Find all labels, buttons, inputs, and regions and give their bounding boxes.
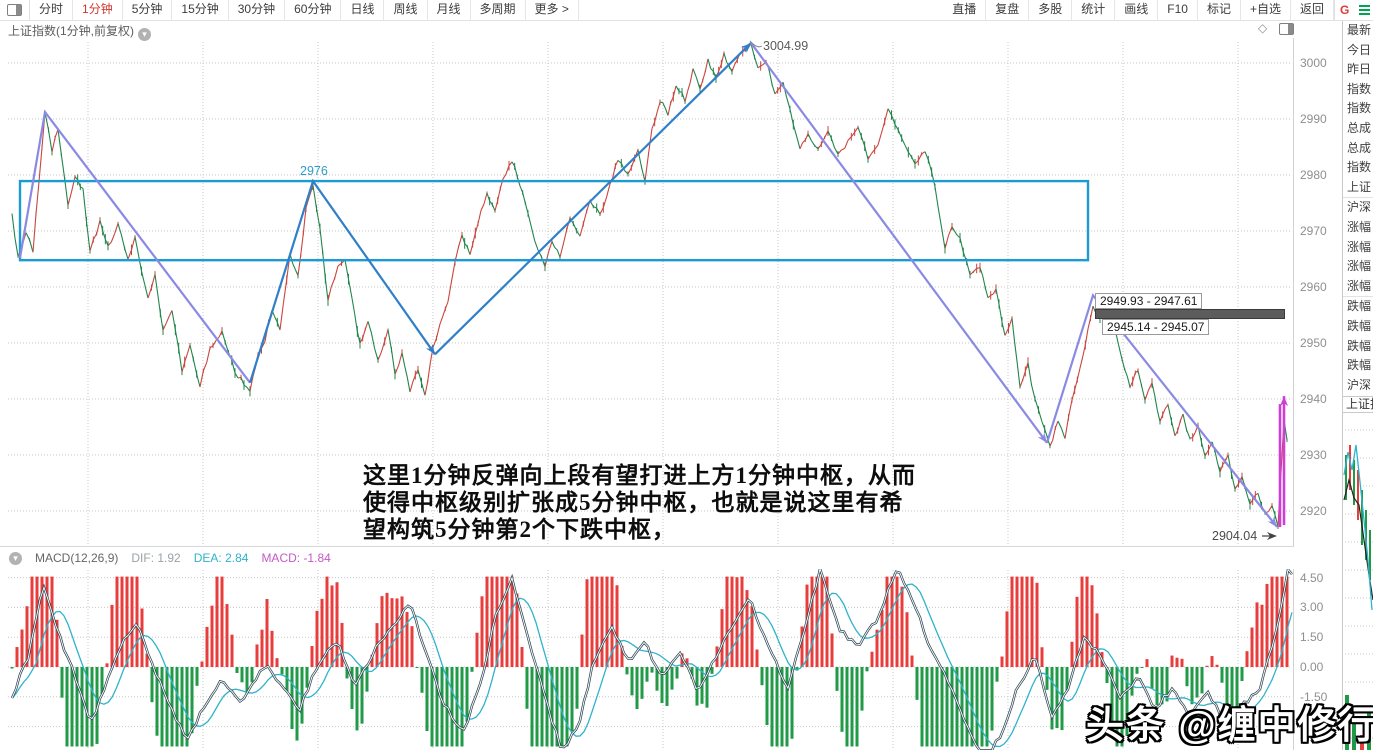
timeframe-tab[interactable]: 5分钟 [123, 0, 173, 20]
svg-text:3004.99: 3004.99 [763, 39, 808, 53]
top-toolbar: 分时 1分钟 5分钟 15分钟 30分钟 60分钟 日线 周线 月线 多周期 更多 > 直播 复盘 多股… [0, 0, 1373, 21]
axis-tick-label: 3.00 [1300, 600, 1324, 615]
timeframe-tab[interactable]: 周线 [384, 0, 428, 20]
chart-subheader: 上证指数(1分钟,前复权) [0, 20, 1342, 41]
axis-tick-label: 2980 [1300, 168, 1327, 182]
diamond-tool-icon[interactable] [1258, 21, 1267, 35]
toolbar-corner: G [1334, 0, 1373, 20]
mini-chart-header[interactable]: 上证指 [1343, 396, 1373, 413]
axis-tick-label: 2920 [1300, 504, 1327, 518]
sidebar-row[interactable]: 涨幅 [1347, 259, 1372, 274]
timeframe-tab[interactable]: 分时 [30, 0, 74, 20]
chevron-down-icon[interactable] [138, 28, 152, 41]
sidebar-row[interactable]: 指数 [1347, 81, 1372, 96]
sidebar-row[interactable]: 总成 [1347, 120, 1372, 135]
sidebar-row[interactable]: 上证 [1343, 178, 1373, 199]
chart-title: 上证指数(1分钟,前复权) [8, 22, 152, 41]
annotation-line: 这里1分钟反弹向上段有望打进上方1分钟中枢，从而 [363, 463, 916, 488]
sidebar-row[interactable]: 指数 [1347, 101, 1372, 116]
axis-tick-label: 2930 [1300, 448, 1327, 462]
macd-value-label: MACD: -1.84 [261, 551, 331, 565]
sidebar-row[interactable]: 沪深 [1347, 377, 1372, 392]
timeframe-tabs: 分时 1分钟 5分钟 15分钟 30分钟 60分钟 日线 周线 月线 多周期 更多 > [30, 0, 579, 20]
timeframe-tab[interactable]: 60分钟 [285, 0, 342, 20]
price-tag-lower: 2945.14 - 2945.07 [1102, 319, 1210, 335]
sidebar-row[interactable]: 最新 [1347, 23, 1372, 37]
quote-sidebar: 最新 今日 昨日 指数 指数 总成 总成 指数 上证 沪深 涨幅 涨幅 涨幅 涨幅 跌幅 跌幅 跌幅 跌幅 沪深 [1343, 21, 1373, 396]
sidebar-row[interactable]: 跌幅 [1347, 299, 1372, 314]
sidebar-row[interactable]: 总成 [1347, 140, 1372, 155]
axis-tick-label: 2940 [1300, 392, 1327, 406]
pane-divider [0, 546, 1293, 547]
axis-tick-label: 0.00 [1300, 660, 1324, 674]
price-tag-upper: 2949.93 - 2947.61 [1095, 293, 1203, 309]
annotation-line: 望构筑5分钟第2个下跌中枢， [363, 517, 676, 542]
panel-toggle-icon[interactable] [1279, 23, 1294, 35]
annotation-line: 使得中枢级别扩张成5分钟中枢，也就是说这里有希 [363, 490, 904, 515]
timeframe-tab[interactable]: 日线 [341, 0, 385, 20]
sidebar-row[interactable]: 涨幅 [1347, 219, 1372, 234]
toolbar-actions: 直播 复盘 多股 统计 画线 F10 标记 +自选 返回 [943, 0, 1334, 20]
timeframe-tab[interactable]: 月线 [428, 0, 471, 20]
watermark: 头条 @缠中修行 [1086, 705, 1373, 747]
toolbar-action-返回[interactable]: 返回 [1291, 0, 1334, 20]
menu-icon[interactable] [1359, 5, 1370, 15]
sidebar-border [1342, 20, 1343, 750]
timeframe-tab[interactable]: 多周期 [471, 0, 526, 20]
price-tag-bar [1095, 309, 1285, 319]
axis-tick-label: 3000 [1300, 56, 1327, 70]
layout-panel-button[interactable] [0, 0, 30, 20]
sidebar-row[interactable]: 跌幅 [1347, 338, 1372, 353]
toolbar-action-复盘[interactable]: 复盘 [986, 0, 1030, 20]
axis-tick-label: 2970 [1300, 224, 1327, 238]
chart-title-text: 上证指数(1分钟,前复权) [8, 24, 135, 38]
svg-text:2904.04: 2904.04 [1212, 529, 1257, 543]
analysis-annotation: 这里1分钟反弹向上段有望打进上方1分钟中枢，从而 使得中枢级别扩张成5分钟中枢，… [363, 462, 916, 543]
sidebar-row[interactable]: 涨幅 [1347, 239, 1372, 254]
toolbar-action-F10[interactable]: F10 [1158, 0, 1198, 20]
svg-text:2976: 2976 [300, 164, 328, 178]
axis-tick-label: 2950 [1300, 336, 1327, 350]
g-badge[interactable]: G [1340, 3, 1350, 17]
price-axis-border [1293, 38, 1294, 750]
toolbar-action-多股[interactable]: 多股 [1029, 0, 1073, 20]
axis-tick-label: 2960 [1300, 280, 1327, 294]
toolbar-action-画线[interactable]: 画线 [1115, 0, 1159, 20]
macd-params-label: MACD(12,26,9) [35, 551, 119, 565]
dif-value-label: DIF: 1.92 [131, 551, 181, 565]
macd-header: MACD(12,26,9) DIF: 1.92 DEA: 2.84 MACD: … [0, 547, 1297, 569]
axis-tick-label: 1.50 [1300, 630, 1324, 645]
axis-tick-label: 4.50 [1300, 570, 1324, 585]
sidebar-row[interactable]: 跌幅 [1347, 318, 1372, 333]
timeframe-tab[interactable]: 30分钟 [229, 0, 286, 20]
panel-icon [7, 4, 22, 16]
timeframe-tab[interactable]: 1分钟 [73, 0, 123, 20]
toolbar-spacer [579, 0, 943, 20]
toolbar-action-+自选[interactable]: +自选 [1241, 0, 1291, 20]
sidebar-row[interactable]: 指数 [1347, 160, 1372, 175]
toolbar-action-统计[interactable]: 统计 [1072, 0, 1116, 20]
sidebar-row[interactable]: 今日 [1347, 42, 1372, 57]
axis-tick-label: 2990 [1300, 112, 1327, 126]
sidebar-row[interactable]: 跌幅 [1347, 358, 1372, 373]
timeframe-tab[interactable]: 更多 > [526, 0, 579, 20]
axis-tick-label: -1.50 [1300, 689, 1328, 704]
sidebar-row[interactable]: 涨幅 [1343, 277, 1373, 298]
timeframe-tab[interactable]: 15分钟 [172, 0, 229, 20]
toolbar-action-直播[interactable]: 直播 [943, 0, 987, 20]
collapse-chevron-icon[interactable] [9, 551, 22, 565]
axis-tick-label: -3.00 [1300, 719, 1328, 734]
dea-value-label: DEA: 2.84 [193, 551, 249, 565]
sidebar-row[interactable]: 昨日 [1347, 62, 1372, 77]
price-measure-tags: 2949.93 - 2947.61 2945.14 - 2945.07 [1095, 293, 1285, 335]
sidebar-row[interactable]: 沪深 [1347, 200, 1372, 215]
toolbar-action-标记[interactable]: 标记 [1198, 0, 1241, 20]
